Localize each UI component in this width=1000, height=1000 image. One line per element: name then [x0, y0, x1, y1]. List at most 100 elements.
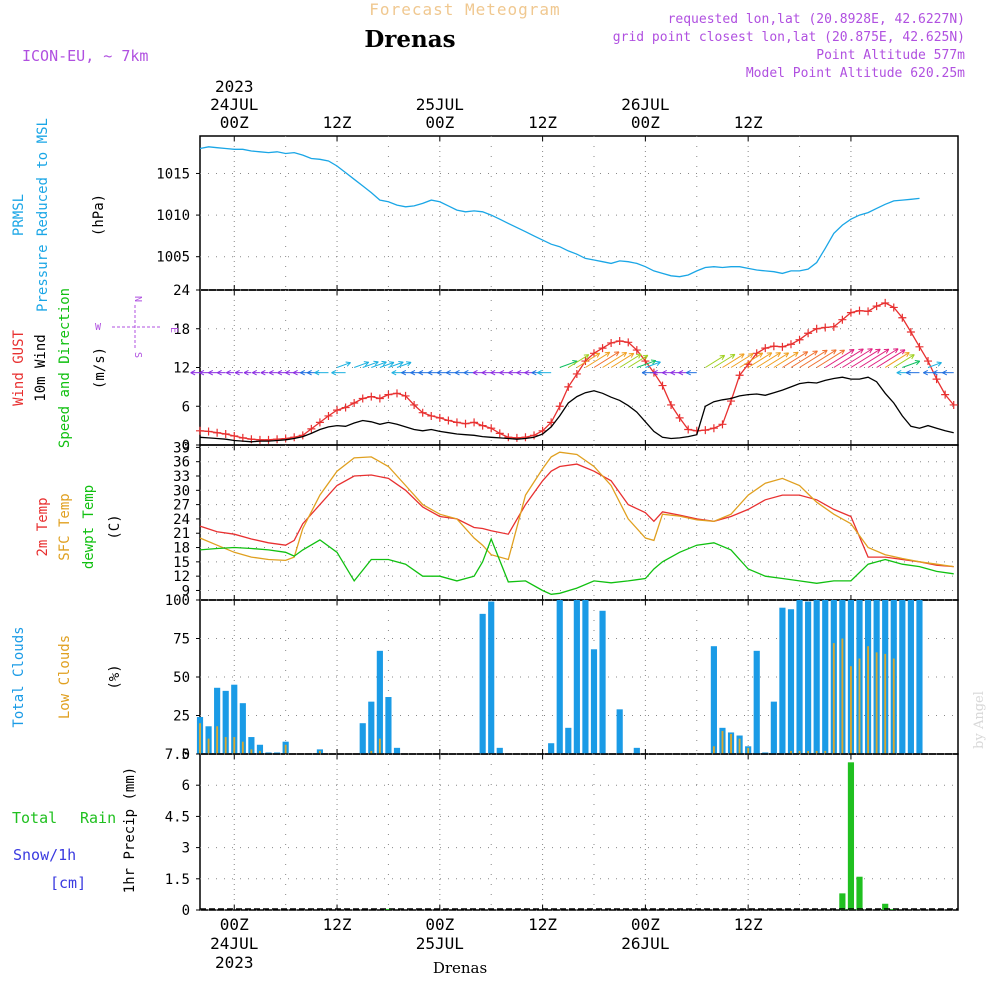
chart-title: Forecast Meteogram: [369, 0, 560, 19]
gust-marker: [307, 424, 316, 433]
total-clouds-bar: [787, 609, 795, 754]
rain-bar: [385, 908, 392, 910]
precip-rain-label: Rain: [80, 809, 116, 827]
low-clouds-bar: [721, 730, 724, 754]
low-clouds-bar: [875, 652, 878, 754]
wind-arrowhead: [401, 369, 407, 376]
wind-arrowhead: [306, 369, 312, 376]
requested-coords: requested lon,lat (20.8928E, 42.6227N): [668, 12, 965, 27]
series-line-dewpt-temp: [199, 537, 954, 595]
gust-marker: [410, 400, 419, 409]
compass-w: W: [95, 322, 102, 333]
wind-arrow: [739, 352, 763, 368]
wind-arrow: [388, 361, 404, 368]
y-tick-label: 1010: [156, 208, 190, 224]
wind-arrows: [190, 348, 954, 376]
y-tick-label: 1.5: [165, 872, 190, 888]
wind-arrowhead: [260, 369, 266, 376]
wind-arrow: [807, 349, 837, 368]
gust-marker: [350, 399, 359, 408]
y-tick-label: 75: [173, 632, 190, 648]
wind-arrow: [371, 361, 387, 368]
total-clouds-bar: [633, 747, 640, 754]
total-clouds-bar: [214, 687, 221, 754]
low-clouds-bar: [284, 744, 287, 754]
rain-bar: [839, 893, 846, 910]
wind-arrow: [353, 361, 369, 368]
wind-arrow: [790, 350, 818, 368]
top-time-label: 00Z: [631, 113, 660, 132]
wind-arrowhead: [331, 369, 337, 376]
wind-arrowhead: [373, 360, 379, 366]
precip-total-label: Total: [12, 809, 57, 827]
total-clouds-bar: [710, 646, 717, 754]
low-clouds-bar: [730, 733, 732, 754]
gust-marker: [547, 418, 556, 427]
wind-arrowhead: [942, 369, 948, 376]
top-time-label: 12Z: [528, 113, 557, 132]
wind-arrowhead: [226, 369, 231, 376]
wind-arrow: [782, 351, 808, 368]
text-labels: Forecast Meteogram Drenas ICON-EU, ~ 7km…: [11, 0, 987, 977]
wind-arrow: [773, 351, 799, 368]
gust-marker: [230, 431, 239, 440]
low-clouds-bar: [892, 658, 895, 754]
total-clouds-bar: [488, 601, 495, 754]
low-clouds-bar: [738, 738, 741, 754]
low-clouds-bar: [224, 737, 227, 754]
panel-pressure: 1005 1010 1015: [156, 135, 959, 291]
wind-arrowhead: [932, 369, 938, 376]
low-clouds-bar: [233, 737, 236, 754]
wind-arrowhead: [583, 354, 590, 360]
wind-arrow: [816, 349, 845, 368]
y-tick-label: 7.5: [165, 747, 190, 763]
bottom-time-label: 00Z: [631, 915, 660, 934]
gust-marker: [341, 403, 350, 412]
total-clouds-bar: [796, 600, 803, 754]
top-time-label: 2023: [215, 77, 254, 96]
y-tick-label: 24: [173, 283, 190, 299]
wind-arrowhead: [867, 348, 873, 354]
compass-e: E: [168, 327, 179, 333]
wind-arrowhead: [268, 369, 274, 376]
low-clouds-bar: [858, 658, 861, 754]
total-clouds-bar: [616, 709, 623, 754]
compass-n: N: [132, 296, 143, 302]
low-clouds-bar: [712, 746, 715, 754]
wind-arrowhead: [531, 369, 537, 376]
wind-arrowhead: [905, 369, 911, 376]
low-clouds-bar: [241, 741, 244, 754]
bottom-time-label: 12Z: [528, 915, 557, 934]
total-clouds-bar: [582, 600, 589, 754]
series-line-10m-wind: [199, 376, 954, 443]
y-tick-label: 100: [165, 593, 190, 609]
gust-marker: [564, 382, 573, 391]
series-line-sfc-temp: [199, 451, 954, 568]
total-clouds-bar: [376, 650, 383, 754]
total-clouds-bar: [231, 684, 238, 754]
total-clouds-bar: [274, 752, 281, 754]
y-tick-label: 36: [173, 455, 190, 471]
y-tick-label: 12: [173, 361, 190, 377]
y-tick-label: 9: [182, 583, 190, 599]
gust-marker: [761, 344, 770, 353]
gust-marker: [795, 335, 804, 344]
gust-marker: [684, 425, 693, 434]
gust-marker: [615, 337, 624, 346]
wind-arrow: [619, 353, 642, 368]
precip-unit: 1hr Precip (mm): [122, 767, 138, 893]
gust-marker: [435, 413, 444, 422]
gust-marker: [949, 400, 958, 409]
y-tick-label: 3: [182, 841, 190, 857]
wind-arrow: [396, 361, 412, 368]
model-label: ICON-EU, ~ 7km: [22, 47, 148, 65]
wind-arrow: [730, 353, 754, 368]
wind-arrowhead: [812, 350, 818, 356]
gust-marker: [255, 435, 264, 444]
wind-arrow: [602, 352, 627, 368]
gust-marker: [461, 419, 470, 428]
y-tick-label: 1015: [156, 166, 190, 182]
wind-arrowhead: [858, 348, 864, 354]
total-clouds-bar: [813, 600, 820, 754]
wind-arrowhead: [748, 353, 754, 359]
